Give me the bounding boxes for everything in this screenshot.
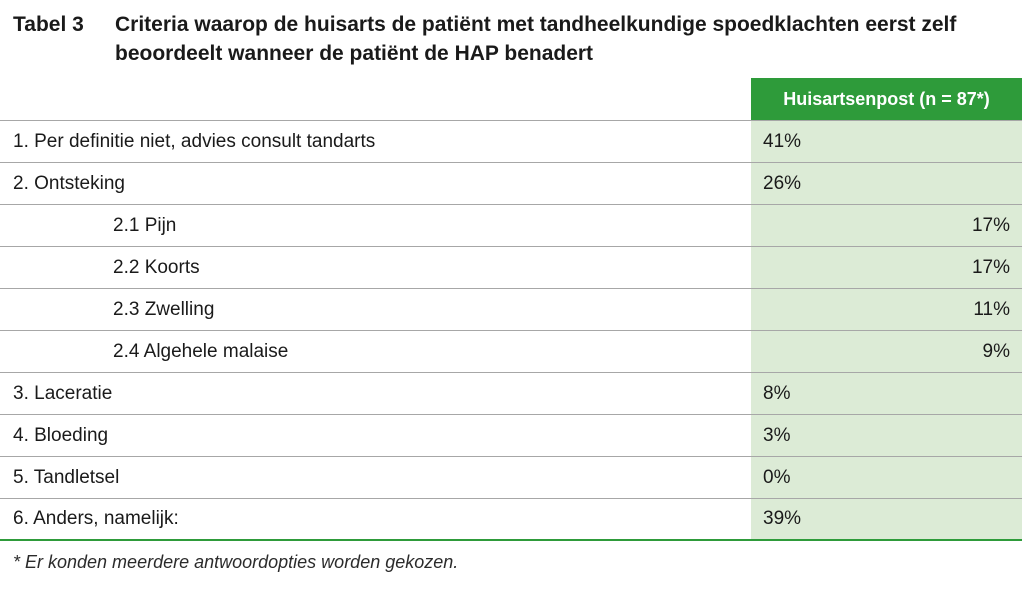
row-label: 4. Bloeding bbox=[13, 424, 109, 446]
row-value: 0% bbox=[751, 457, 1022, 498]
row-value: 9% bbox=[751, 331, 1022, 372]
row-label: 1. Per definitie niet, advies consult ta… bbox=[13, 130, 376, 152]
criteria-table: Huisartsenpost (n = 87*) 1. Per definiti… bbox=[0, 78, 1022, 541]
row-label: 2.1 Pijn bbox=[113, 214, 177, 236]
row-label: 2.4 Algehele malaise bbox=[113, 340, 289, 362]
table-row: 6. Anders, namelijk: 39% bbox=[0, 499, 1022, 541]
table-row: 1. Per definitie niet, advies consult ta… bbox=[0, 121, 1022, 163]
header-empty-cell bbox=[0, 78, 751, 120]
table-header-row: Huisartsenpost (n = 87*) bbox=[0, 78, 1022, 120]
row-value: 41% bbox=[751, 121, 1022, 162]
table-title: Criteria waarop de huisarts de patiënt m… bbox=[115, 13, 957, 65]
table-row: 5. Tandletsel 0% bbox=[0, 457, 1022, 499]
row-label: 2. Ontsteking bbox=[13, 172, 125, 194]
row-value: 39% bbox=[751, 499, 1022, 539]
row-label: 2.3 Zwelling bbox=[113, 298, 215, 320]
row-label: 2.2 Koorts bbox=[113, 256, 200, 278]
table-row: 3. Laceratie 8% bbox=[0, 373, 1022, 415]
row-value: 3% bbox=[751, 415, 1022, 456]
row-value: 11% bbox=[751, 289, 1022, 330]
table-row: 2. Ontsteking 26% bbox=[0, 163, 1022, 205]
table-row: 4. Bloeding 3% bbox=[0, 415, 1022, 457]
row-value: 8% bbox=[751, 373, 1022, 414]
table-row-sub: 2.2 Koorts 17% bbox=[0, 247, 1022, 289]
table-number: Tabel 3 bbox=[13, 13, 84, 36]
table-row-sub: 2.1 Pijn 17% bbox=[0, 205, 1022, 247]
table-row-sub: 2.4 Algehele malaise 9% bbox=[0, 331, 1022, 373]
row-label: 3. Laceratie bbox=[13, 382, 113, 404]
row-value: 17% bbox=[751, 247, 1022, 288]
table-row-sub: 2.3 Zwelling 11% bbox=[0, 289, 1022, 331]
table-footnote: * Er konden meerdere antwoordopties word… bbox=[13, 552, 459, 572]
row-value: 26% bbox=[751, 163, 1022, 204]
table-caption: Tabel 3 Criteria waarop de huisarts de p… bbox=[13, 10, 1013, 68]
row-value: 17% bbox=[751, 205, 1022, 246]
row-label: 5. Tandletsel bbox=[13, 466, 120, 488]
column-header: Huisartsenpost (n = 87*) bbox=[751, 78, 1022, 120]
row-label: 6. Anders, namelijk: bbox=[13, 508, 179, 529]
header-divider bbox=[0, 120, 1022, 121]
